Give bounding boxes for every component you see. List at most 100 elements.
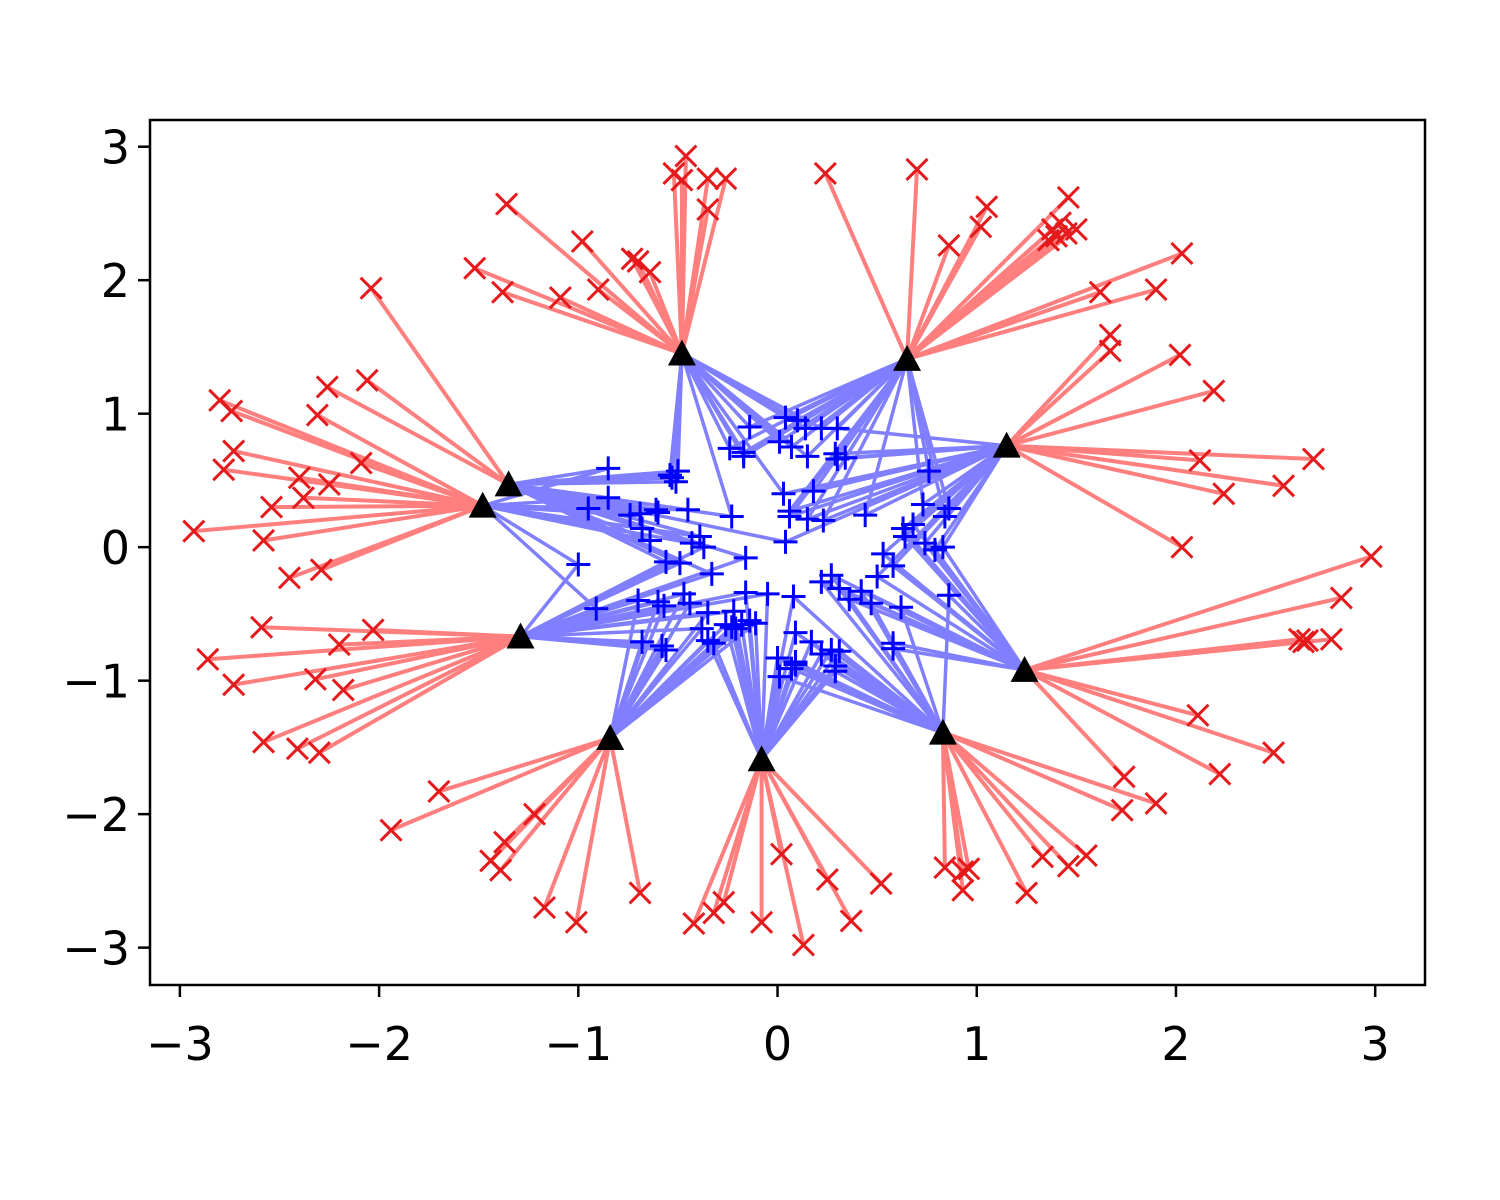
outer-point-marker: [1168, 343, 1192, 367]
inner-point-marker: [659, 465, 684, 490]
inner-point-marker: [596, 485, 621, 510]
inner-point-marker: [781, 584, 806, 609]
inner-point-marker: [767, 664, 792, 689]
inner-point-marker: [719, 615, 744, 640]
inner-point-marker: [809, 641, 834, 666]
inner-edge: [680, 352, 809, 458]
outer-point-marker: [251, 528, 276, 553]
inner-point-marker: [649, 633, 674, 658]
inner-edge: [947, 593, 1026, 672]
outer-point-marker: [548, 285, 572, 310]
inner-point-marker: [932, 504, 957, 529]
outer-edge: [1005, 443, 1183, 549]
outer-point-marker: [361, 618, 385, 642]
outer-point-marker: [349, 451, 373, 475]
inner-point-marker: [893, 524, 918, 549]
plot-area-frame: [148, 118, 1427, 987]
inner-edge: [670, 353, 684, 478]
inner-point-marker: [871, 541, 896, 566]
outer-point-marker: [1329, 586, 1353, 610]
outer-edge: [905, 196, 1070, 361]
outer-edge: [1023, 668, 1126, 779]
outer-point-marker: [813, 161, 837, 185]
inner-point-marker: [827, 639, 852, 664]
outer-edge: [679, 178, 728, 355]
outer-point-marker: [1054, 221, 1078, 246]
outer-edge: [233, 449, 484, 508]
outer-point-marker: [638, 260, 662, 284]
outer-point-marker: [1098, 339, 1122, 363]
outer-edge: [940, 732, 947, 868]
outer-point-marker: [491, 280, 515, 304]
inner-point-marker: [731, 444, 756, 469]
outer-point-marker: [714, 167, 738, 191]
outer-point-marker: [1359, 544, 1383, 569]
outer-edge: [326, 385, 510, 487]
inner-point-marker: [859, 591, 884, 616]
outer-edge: [574, 737, 613, 923]
edges-layer: [193, 156, 1372, 946]
outer-edge: [369, 287, 511, 486]
inner-edge: [941, 546, 1027, 671]
inner-edge: [759, 676, 782, 760]
outer-point-marker: [564, 910, 588, 934]
outer-point-marker: [1048, 211, 1072, 235]
inner-edge: [892, 646, 1025, 672]
inner-point-marker: [916, 459, 941, 484]
outer-point-marker: [1144, 791, 1168, 816]
inner-point-marker: [767, 429, 792, 454]
inner-edge: [482, 466, 609, 508]
y-tick-label: 0: [101, 521, 130, 575]
inner-edge: [778, 674, 944, 735]
inner-point-marker: [823, 441, 848, 466]
outer-point-marker: [1208, 762, 1232, 786]
inner-point-marker: [630, 629, 655, 654]
outer-edge: [314, 634, 521, 682]
inner-edge: [680, 352, 785, 495]
outer-point-marker: [628, 881, 652, 905]
inner-point-marker: [651, 593, 676, 618]
outer-edge: [489, 736, 612, 863]
inner-point-marker: [653, 637, 678, 662]
inner-edge: [848, 597, 1026, 672]
inner-edge: [481, 504, 598, 610]
outer-point-marker: [1301, 447, 1326, 471]
outer-point-marker: [1036, 228, 1061, 252]
outer-point-marker: [196, 647, 220, 671]
inner-edge: [508, 482, 747, 560]
outer-point-marker: [933, 855, 957, 880]
inner-edge: [507, 482, 713, 576]
outer-point-marker: [307, 741, 331, 765]
outer-edge: [499, 736, 612, 872]
outer-point-marker: [696, 197, 720, 221]
outer-point-marker: [975, 195, 999, 219]
outer-point-marker: [951, 878, 975, 902]
inner-edge: [608, 641, 644, 739]
outer-edge: [711, 758, 764, 914]
y-tick-label: 2: [101, 254, 130, 308]
inner-edge: [838, 649, 944, 735]
center-point-marker: [747, 745, 776, 772]
inner-point-marker: [801, 479, 826, 504]
inner-point-marker: [717, 436, 742, 461]
inner-edge: [520, 626, 702, 639]
inner-point-marker: [695, 628, 720, 653]
outer-edge: [1024, 637, 1300, 672]
outer-point-marker: [222, 439, 246, 463]
outer-edge: [941, 731, 1045, 859]
inner-point-marker: [737, 415, 762, 440]
inner-point-marker: [783, 652, 808, 677]
outer-point-marker: [1212, 482, 1236, 506]
outer-point-marker: [315, 375, 339, 399]
outer-edge: [1006, 443, 1201, 463]
outer-edge: [942, 730, 1123, 812]
outer-point-marker: [355, 368, 379, 392]
outer-point-marker: [327, 633, 351, 657]
outer-edge: [339, 634, 521, 647]
inner-edge: [941, 595, 951, 733]
outer-edge: [940, 732, 965, 891]
outer-point-marker: [815, 867, 839, 892]
outer-point-marker: [303, 667, 327, 691]
inner-point-marker: [596, 456, 621, 481]
outer-edge: [941, 731, 1029, 894]
